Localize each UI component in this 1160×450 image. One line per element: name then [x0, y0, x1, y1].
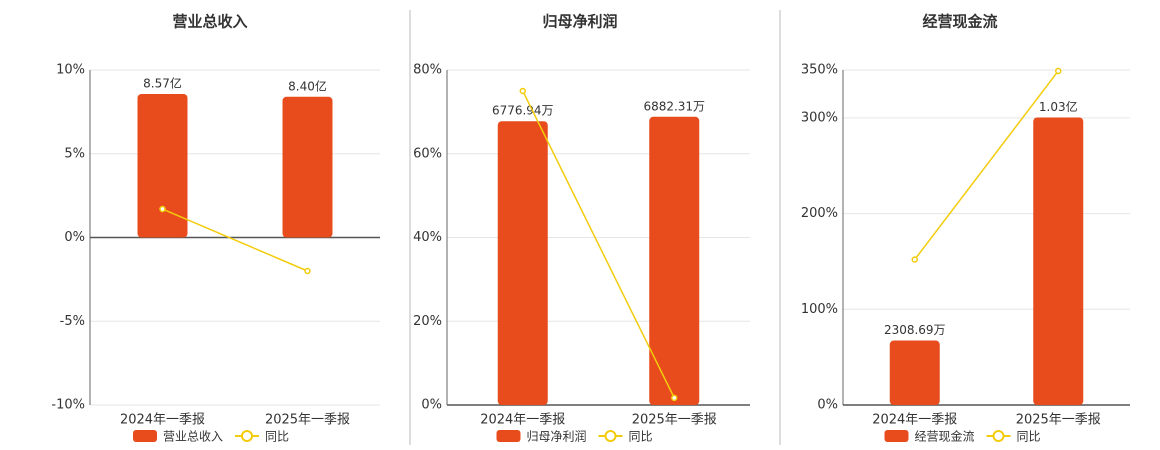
data-label: 6882.31万 — [643, 99, 705, 113]
y-tick-label: 60% — [413, 146, 442, 161]
data-label: 1.03亿 — [1039, 99, 1078, 114]
bar — [497, 121, 548, 405]
x-tick-label: 2025年一季报 — [265, 413, 350, 428]
legend-swatch — [604, 430, 617, 442]
legend-swatch — [496, 430, 521, 442]
x-tick-label: 2024年一季报 — [120, 413, 205, 428]
line-point — [1055, 67, 1062, 75]
y-tick-label: 200% — [801, 206, 838, 221]
line — [914, 70, 1059, 260]
bar — [889, 340, 940, 405]
chart-title: 归母净利润 — [542, 13, 617, 31]
line-point — [304, 267, 311, 275]
legend-swatch — [241, 430, 253, 442]
y-tick-label: 40% — [413, 230, 442, 245]
y-tick-label: 10% — [56, 63, 85, 78]
y-tick-label: 20% — [413, 314, 442, 329]
legend-label: 营业总收入 — [163, 430, 223, 444]
line-point — [911, 256, 918, 263]
legend-swatch — [884, 430, 909, 442]
chart-title: 营业总收入 — [172, 13, 247, 31]
x-tick-label: 2024年一季报 — [480, 413, 565, 428]
line — [522, 90, 675, 399]
y-tick-label: 100% — [801, 302, 838, 317]
data-label: 2308.69万 — [884, 323, 946, 337]
x-tick-label: 2025年一季报 — [632, 413, 717, 428]
y-tick-label: 300% — [801, 110, 838, 125]
y-tick-label: 0% — [64, 230, 85, 245]
y-tick-label: -10% — [51, 398, 85, 413]
legend-label: 经营现金流 — [915, 429, 975, 444]
bar — [649, 116, 700, 405]
x-tick-label: 2024年一季报 — [872, 413, 957, 428]
bar — [282, 96, 333, 238]
line-point — [671, 394, 678, 402]
legend-label: 同比 — [1017, 430, 1041, 444]
legend-label: 归母净利润 — [527, 430, 587, 444]
legend-swatch — [133, 430, 157, 442]
chart-title: 经营现金流 — [922, 13, 997, 31]
data-label: 6776.94万 — [492, 104, 554, 118]
line-point — [159, 205, 166, 213]
y-tick-label: 0% — [817, 398, 838, 413]
data-label: 8.40亿 — [288, 78, 327, 93]
y-tick-label: 0% — [421, 398, 442, 413]
bar — [1033, 117, 1084, 405]
x-tick-label: 2025年一季报 — [1016, 413, 1101, 428]
y-tick-label: 350% — [801, 63, 838, 78]
legend-swatch — [992, 430, 1005, 442]
y-tick-label: -5% — [60, 314, 85, 329]
legend-label: 同比 — [629, 430, 653, 444]
data-label: 8.57亿 — [143, 75, 182, 90]
y-tick-label: 5% — [64, 146, 85, 161]
bar — [137, 93, 188, 238]
legend-label: 同比 — [265, 430, 289, 444]
line — [162, 208, 308, 272]
y-tick-label: 80% — [413, 63, 442, 78]
line-point — [519, 87, 526, 95]
